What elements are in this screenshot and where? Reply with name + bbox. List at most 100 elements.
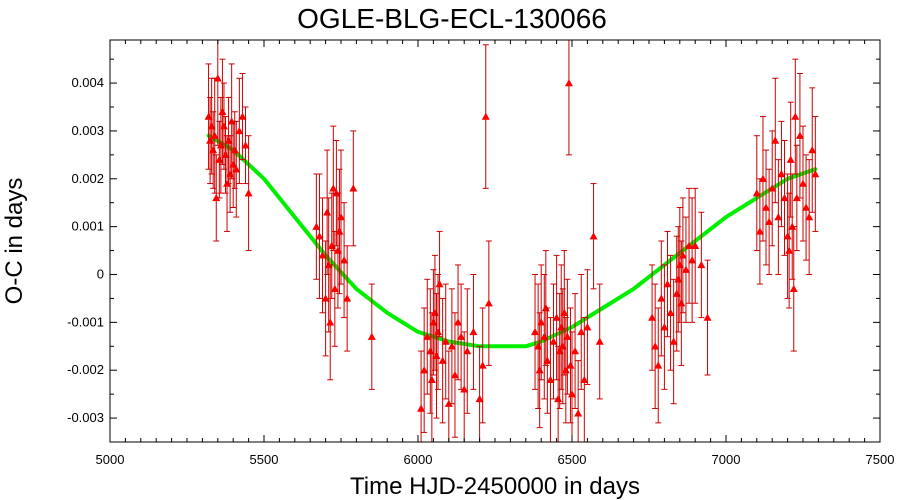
data-point (244, 189, 253, 197)
y-axis: -0.003 -0.002 -0.001 0 0.001 0.002 0.003 0.004 (67, 58, 880, 443)
data-point (349, 184, 358, 192)
data-point (580, 375, 589, 383)
data-point (780, 193, 789, 202)
x-tick-label: 7500 (866, 452, 895, 467)
data-point (774, 213, 783, 221)
data-point (323, 208, 332, 216)
data-point (546, 375, 555, 383)
data-point (583, 323, 592, 331)
data-point (235, 126, 244, 135)
data-point (435, 280, 444, 288)
data-point (475, 394, 484, 403)
fit-curve (206, 133, 818, 349)
data-point (651, 342, 660, 350)
data-point (441, 337, 450, 345)
data-point (213, 74, 222, 82)
data-point (791, 112, 800, 120)
data-point (660, 323, 669, 331)
data-point (564, 79, 573, 87)
x-tick-label: 5500 (250, 452, 279, 467)
x-tick-label: 5000 (96, 452, 125, 467)
data-point (703, 313, 712, 321)
data-point (460, 385, 469, 393)
data-point (447, 342, 456, 350)
data-point (450, 371, 459, 379)
data-point (427, 375, 436, 383)
data-point (423, 332, 432, 340)
data-point (755, 227, 764, 235)
y-tick-label: -0.003 (67, 410, 104, 425)
data-point (457, 332, 466, 340)
data-point (560, 308, 569, 316)
data-point (238, 112, 247, 120)
data-point (789, 284, 798, 293)
points-layer (204, 40, 820, 442)
data-point (343, 294, 352, 302)
data-point (663, 280, 672, 288)
data-point (326, 318, 335, 326)
data-point (531, 327, 540, 336)
y-tick-label: 0.003 (71, 123, 104, 138)
data-point (337, 213, 345, 221)
x-tick-label: 6500 (558, 452, 587, 467)
data-point (481, 112, 490, 120)
data-point (454, 318, 463, 326)
data-point (785, 246, 794, 254)
data-point (768, 184, 777, 192)
data-point (340, 256, 349, 264)
data-point (786, 155, 795, 163)
data-point (805, 213, 814, 221)
data-point (802, 203, 811, 211)
data-point (795, 131, 804, 139)
data-point (577, 327, 586, 336)
data-point (318, 251, 327, 259)
data-point (218, 107, 227, 115)
data-point (657, 294, 666, 302)
data-point (563, 332, 572, 340)
data-point (212, 193, 221, 202)
data-point (691, 241, 700, 249)
data-point (321, 294, 330, 302)
data-point (543, 356, 552, 364)
data-point (420, 366, 429, 374)
y-tick-label: -0.002 (67, 362, 104, 377)
data-point (589, 232, 598, 240)
data-point (697, 260, 706, 269)
data-point (685, 241, 694, 249)
data-point (463, 347, 472, 355)
data-point (329, 184, 338, 192)
data-point (549, 337, 558, 345)
data-point (574, 409, 583, 417)
data-point (688, 256, 697, 264)
y-tick-label: 0.004 (71, 75, 104, 90)
data-point (762, 203, 771, 211)
data-point (681, 265, 690, 273)
data-point (484, 299, 493, 307)
data-point (571, 347, 580, 355)
y-tick-label: 0.001 (71, 219, 104, 234)
data-point (535, 366, 544, 374)
data-point (367, 332, 376, 340)
data-point (241, 141, 250, 149)
data-point (478, 361, 487, 369)
x-tick-label: 6000 (404, 452, 433, 467)
y-tick-label: 0.002 (71, 171, 104, 186)
data-point (595, 337, 604, 345)
data-point (552, 313, 561, 321)
data-point (777, 170, 786, 178)
data-point (758, 174, 767, 182)
data-point (654, 361, 663, 369)
data-point (648, 313, 657, 321)
data-point (752, 189, 761, 197)
data-point (330, 284, 339, 293)
y-tick-label: -0.001 (67, 314, 104, 329)
x-tick-label: 7000 (712, 452, 741, 467)
data-point (792, 193, 801, 202)
data-point (210, 131, 219, 139)
data-point (232, 165, 241, 173)
data-point (808, 146, 817, 154)
data-point (799, 179, 807, 187)
x-axis-label: Time HJD-2450000 in days (350, 473, 640, 500)
plot-area: 5000 5500 6000 6500 7000 7500 -0.003 -0.002 -0.… (67, 39, 895, 467)
